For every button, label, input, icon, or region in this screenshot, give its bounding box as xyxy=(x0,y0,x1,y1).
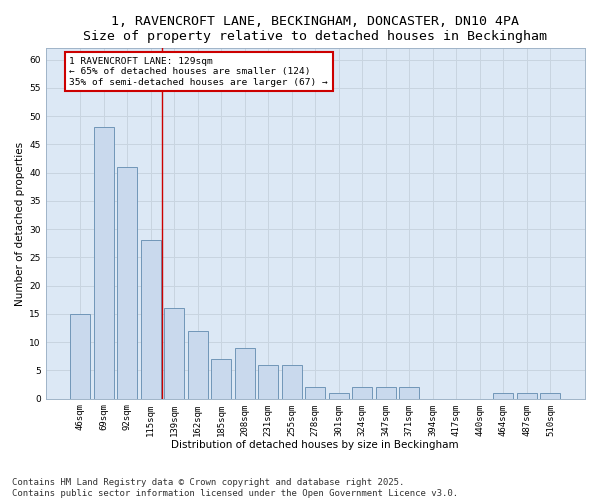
Bar xyxy=(140,240,161,398)
Text: 1 RAVENCROFT LANE: 129sqm
← 65% of detached houses are smaller (124)
35% of semi: 1 RAVENCROFT LANE: 129sqm ← 65% of detac… xyxy=(70,57,328,86)
Bar xyxy=(329,393,349,398)
Bar xyxy=(94,128,113,398)
Bar xyxy=(517,393,537,398)
Bar xyxy=(188,331,208,398)
Bar xyxy=(352,388,373,398)
Bar xyxy=(400,388,419,398)
Bar xyxy=(376,388,396,398)
Bar xyxy=(117,167,137,398)
Bar xyxy=(235,348,254,399)
Title: 1, RAVENCROFT LANE, BECKINGHAM, DONCASTER, DN10 4PA
Size of property relative to: 1, RAVENCROFT LANE, BECKINGHAM, DONCASTE… xyxy=(83,15,547,43)
Text: Contains HM Land Registry data © Crown copyright and database right 2025.
Contai: Contains HM Land Registry data © Crown c… xyxy=(12,478,458,498)
Bar xyxy=(258,365,278,398)
Bar xyxy=(282,365,302,398)
Bar xyxy=(211,359,231,399)
Bar xyxy=(493,393,514,398)
Bar xyxy=(70,314,90,398)
X-axis label: Distribution of detached houses by size in Beckingham: Distribution of detached houses by size … xyxy=(172,440,459,450)
Bar xyxy=(164,308,184,398)
Y-axis label: Number of detached properties: Number of detached properties xyxy=(15,142,25,306)
Bar xyxy=(305,388,325,398)
Bar xyxy=(541,393,560,398)
